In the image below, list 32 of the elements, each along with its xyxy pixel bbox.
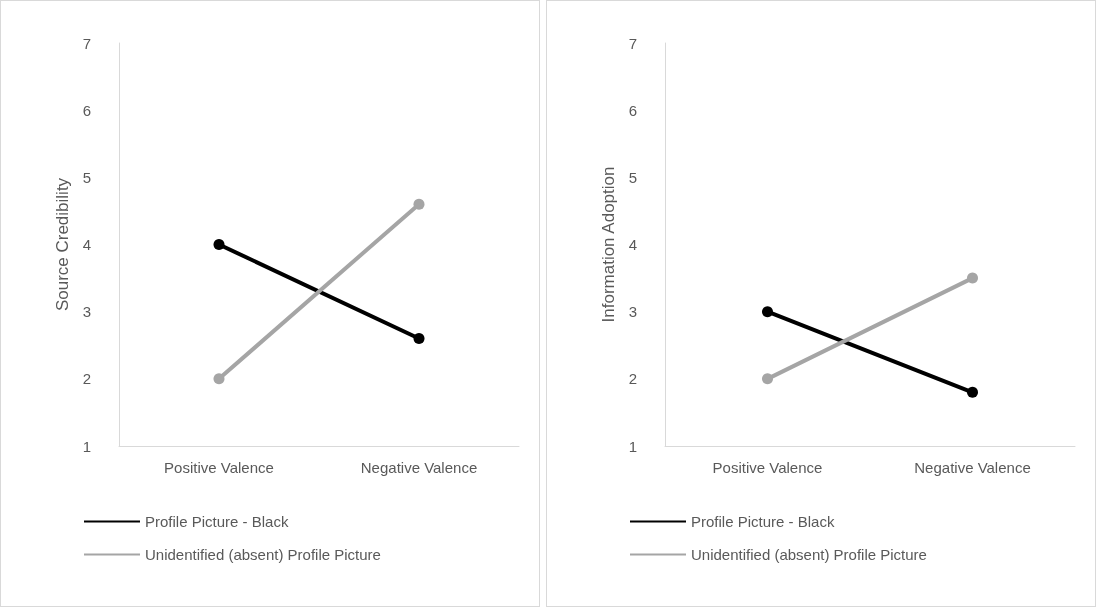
point — [413, 333, 425, 345]
point — [967, 386, 978, 398]
point — [213, 373, 225, 385]
y-tick-label: 1 — [82, 437, 91, 455]
y-tick-label: 5 — [628, 168, 637, 186]
y-tick-label: 7 — [628, 34, 637, 52]
x-tick-label: Negative Valence — [914, 459, 1031, 476]
x-tick-label: Positive Valence — [712, 459, 823, 476]
point — [967, 272, 978, 284]
y-tick-label: 3 — [82, 303, 91, 321]
legend-label: Profile Picture - Black — [145, 513, 289, 530]
y-tick-label: 4 — [628, 236, 637, 253]
y-axis-title: Source Credibility — [53, 177, 72, 312]
y-tick-label: 2 — [82, 370, 91, 388]
y-tick-label: 1 — [628, 437, 637, 455]
legend-label: Profile Picture - Black — [691, 513, 835, 530]
legend-label: Unidentified (absent) Profile Picture — [145, 546, 381, 563]
point — [762, 306, 773, 318]
y-tick-label: 6 — [82, 101, 91, 119]
y-tick-label: 5 — [82, 168, 91, 186]
x-tick-label: Positive Valence — [164, 459, 274, 476]
y-axis-title: Information Adoption — [599, 166, 618, 323]
y-tick-label: 6 — [628, 101, 637, 119]
y-tick-label: 2 — [628, 370, 637, 388]
y-tick-label: 7 — [82, 34, 91, 52]
x-tick-label: Negative Valence — [360, 459, 478, 476]
y-tick-label: 3 — [628, 303, 637, 321]
legend-label: Unidentified (absent) Profile Picture — [691, 546, 927, 563]
point — [762, 373, 773, 385]
point — [413, 198, 425, 210]
y-tick-label: 4 — [82, 236, 91, 253]
point — [213, 239, 225, 250]
